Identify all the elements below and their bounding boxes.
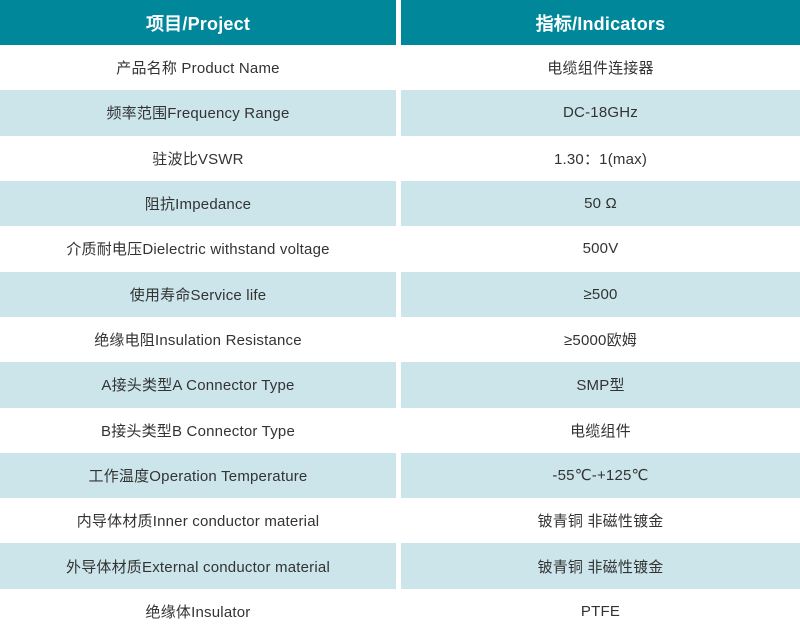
indicator-cell: 电缆组件连接器 — [401, 45, 800, 91]
table-row: 阻抗Impedance 50 Ω — [0, 180, 800, 227]
table-row: 产品名称 Product Name 电缆组件连接器 — [0, 45, 800, 91]
table-row: A接头类型A Connector Type SMP型 — [0, 362, 800, 408]
project-cell: 驻波比VSWR — [0, 135, 396, 181]
indicator-cell: PTFE — [401, 588, 800, 634]
table-row: 绝缘体Insulator PTFE — [0, 588, 800, 634]
table-row: 使用寿命Service life ≥500 — [0, 271, 800, 317]
project-cell: B接头类型B Connector Type — [0, 407, 396, 453]
project-cell: 阻抗Impedance — [0, 180, 396, 227]
table-row: 驻波比VSWR 1.30：1(max) — [0, 135, 800, 181]
table-row: 频率范围Frequency Range DC-18GHz — [0, 90, 800, 136]
indicator-cell: 500V — [401, 226, 800, 272]
table-row: 绝缘电阻Insulation Resistance ≥5000欧姆 — [0, 316, 800, 363]
table-row: 介质耐电压Dielectric withstand voltage 500V — [0, 226, 800, 272]
table-body: 产品名称 Product Name 电缆组件连接器 频率范围Frequency … — [0, 45, 800, 634]
project-cell: 绝缘体Insulator — [0, 588, 396, 634]
project-cell: 产品名称 Product Name — [0, 45, 396, 91]
indicator-cell: 铍青铜 非磁性镀金 — [401, 498, 800, 544]
indicator-cell: DC-18GHz — [401, 90, 800, 136]
project-cell: 频率范围Frequency Range — [0, 90, 396, 136]
project-cell: 使用寿命Service life — [0, 271, 396, 317]
project-cell: 工作温度Operation Temperature — [0, 452, 396, 499]
project-cell: 内导体材质Inner conductor material — [0, 498, 396, 544]
table-row: 内导体材质Inner conductor material 铍青铜 非磁性镀金 — [0, 498, 800, 544]
table-row: 外导体材质External conductor material 铍青铜 非磁性… — [0, 543, 800, 589]
project-cell: A接头类型A Connector Type — [0, 362, 396, 408]
table-row: 工作温度Operation Temperature -55℃-+125℃ — [0, 452, 800, 499]
table-row: B接头类型B Connector Type 电缆组件 — [0, 407, 800, 453]
indicator-cell: 50 Ω — [401, 180, 800, 227]
indicator-cell: -55℃-+125℃ — [401, 452, 800, 499]
header-cell-indicators: 指标/Indicators — [401, 0, 800, 45]
project-cell: 外导体材质External conductor material — [0, 543, 396, 589]
header-cell-project: 项目/Project — [0, 0, 396, 45]
indicator-cell: ≥5000欧姆 — [401, 316, 800, 363]
table-header-row: 项目/Project 指标/Indicators — [0, 0, 800, 45]
indicator-cell: ≥500 — [401, 271, 800, 317]
indicator-cell: 铍青铜 非磁性镀金 — [401, 543, 800, 589]
indicator-cell: SMP型 — [401, 362, 800, 408]
indicator-cell: 1.30：1(max) — [401, 135, 800, 181]
project-cell: 介质耐电压Dielectric withstand voltage — [0, 226, 396, 272]
indicator-cell: 电缆组件 — [401, 407, 800, 453]
project-cell: 绝缘电阻Insulation Resistance — [0, 316, 396, 363]
